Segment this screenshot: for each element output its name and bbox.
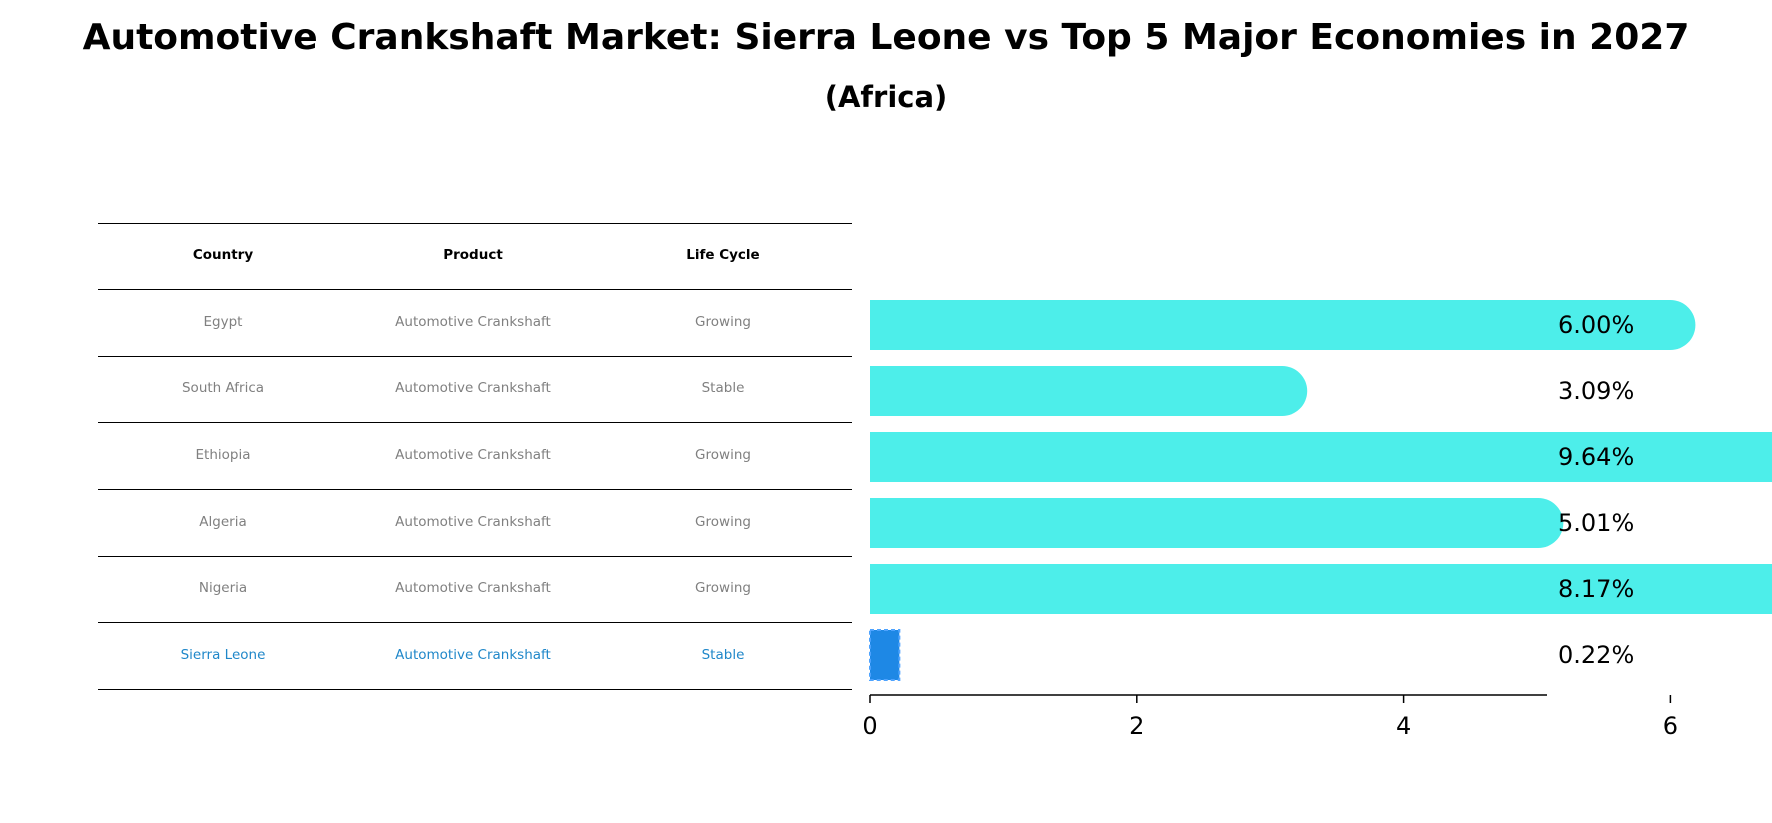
table-rule	[98, 689, 852, 690]
table-rule	[98, 489, 852, 490]
x-tick-label: 2	[1129, 712, 1144, 740]
row-country: Nigeria	[198, 580, 248, 596]
row-life-cycle: Growing	[695, 447, 751, 463]
row-life-cycle: Stable	[701, 380, 745, 396]
bar	[870, 366, 1308, 416]
table-rule	[98, 556, 852, 557]
row-product: Automotive Crankshaft	[395, 514, 551, 530]
row-country: South Africa	[181, 380, 265, 396]
row-life-cycle: Growing	[695, 580, 751, 596]
row-product: Automotive Crankshaft	[395, 380, 551, 396]
row-life-cycle: Growing	[695, 514, 751, 530]
row-product: Automotive Crankshaft	[395, 314, 551, 330]
x-tick-label: 6	[1663, 712, 1678, 740]
column-header-product: Product	[443, 247, 503, 263]
table-rule	[98, 289, 852, 290]
chart-subtitle: (Africa)	[824, 80, 948, 114]
column-header-country: Country	[192, 247, 254, 263]
bar-value-label: 9.64%	[1558, 443, 1634, 471]
bar	[870, 498, 1564, 548]
row-country: Algeria	[199, 514, 247, 530]
row-product: Automotive Crankshaft	[395, 580, 551, 596]
table-rule	[98, 622, 852, 623]
bar-value-label: 0.22%	[1558, 641, 1634, 669]
column-header-life-cycle: Life Cycle	[686, 247, 760, 263]
bar-highlight	[869, 629, 901, 681]
x-tick-label: 4	[1396, 712, 1411, 740]
row-product: Automotive Crankshaft	[395, 447, 551, 463]
bar	[870, 432, 1772, 482]
bar-value-label: 5.01%	[1558, 509, 1634, 537]
chart-title: Automotive Crankshaft Market: Sierra Leo…	[82, 17, 1690, 58]
row-country-highlight: Sierra Leone	[180, 647, 266, 663]
row-life-cycle-highlight: Stable	[701, 647, 745, 663]
bar	[870, 564, 1772, 614]
row-country: Egypt	[203, 314, 243, 330]
bar	[870, 300, 1696, 350]
row-product-highlight: Automotive Crankshaft	[395, 647, 551, 663]
table-rule	[98, 422, 852, 423]
bar-value-label: 3.09%	[1558, 377, 1634, 405]
x-tick-label: 0	[862, 712, 877, 740]
bar-value-label: 6.00%	[1558, 311, 1634, 339]
bar-value-label: 8.17%	[1558, 575, 1634, 603]
row-life-cycle: Growing	[695, 314, 751, 330]
table-rule	[98, 223, 852, 224]
row-country: Ethiopia	[195, 447, 251, 463]
table-rule	[98, 356, 852, 357]
